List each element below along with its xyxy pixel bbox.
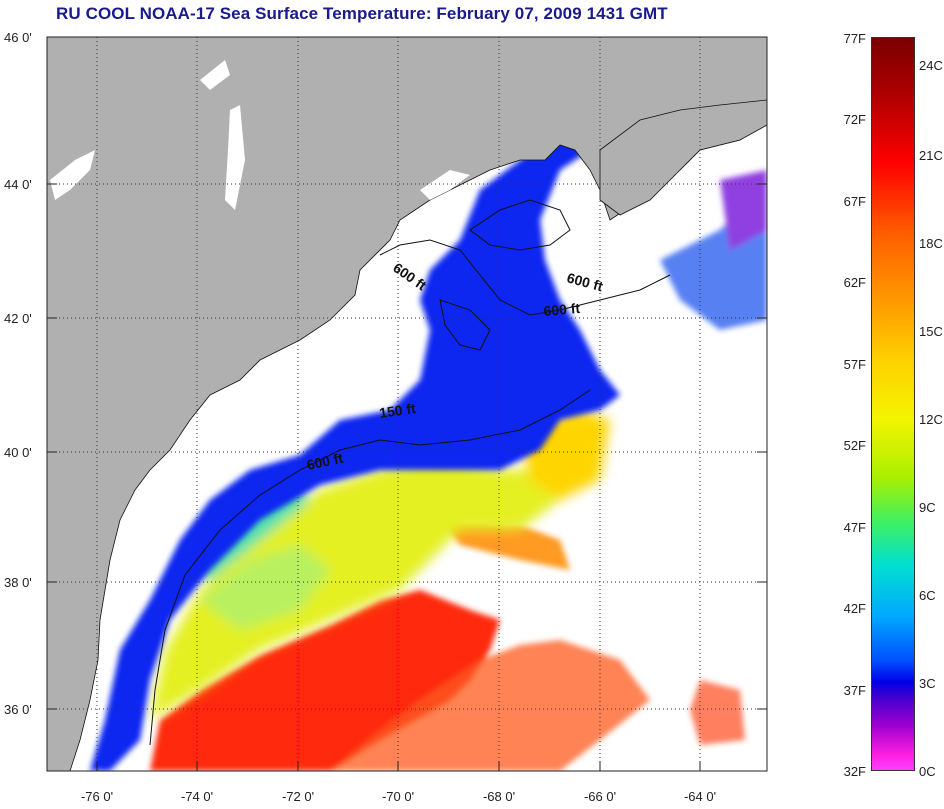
contour-label: 600 ft (305, 450, 344, 473)
colorbar-f-label: 77F (843, 31, 866, 46)
lat-label: 42 0' (4, 311, 32, 326)
lon-label: -72 0' (282, 789, 314, 804)
lat-label: 38 0' (4, 575, 32, 590)
lon-label: -74 0' (181, 789, 213, 804)
lon-label: -76 0' (81, 789, 113, 804)
colorbar-c-label: 12C (919, 412, 943, 427)
lon-label: -64 0' (684, 789, 716, 804)
colorbar-c-label: 24C (919, 58, 943, 73)
colorbar-f-label: 42F (843, 601, 866, 616)
colorbar-c-label: 15C (919, 324, 943, 339)
contour-label: 600 ft (543, 300, 581, 319)
colorbar-f-label: 37F (843, 683, 866, 698)
colorbar-f-label: 52F (843, 438, 866, 453)
lat-label: 44 0' (4, 177, 32, 192)
colorbar-f-label: 47F (843, 520, 866, 535)
colorbar-c-label: 6C (919, 588, 936, 603)
lat-label: 36 0' (4, 702, 32, 717)
lon-label: -70 0' (382, 789, 414, 804)
map-frame (46, 36, 768, 772)
depth-contours (149, 199, 671, 746)
graticule (47, 37, 767, 771)
colorbar-f-label: 62F (843, 275, 866, 290)
colorbar-c-label: 21C (919, 148, 943, 163)
map-title: RU COOL NOAA-17 Sea Surface Temperature:… (56, 4, 668, 23)
lat-label: 46 0' (4, 30, 32, 45)
colorbar-c-label: 9C (919, 500, 936, 515)
colorbar-f-label: 57F (843, 357, 866, 372)
gulf-stream-warm-water (150, 520, 745, 771)
colorbar-f-label: 72F (843, 112, 866, 127)
lon-label: -66 0' (584, 789, 616, 804)
colorbar-f-label: 32F (843, 764, 866, 779)
colorbar-c-label: 3C (919, 676, 936, 691)
lat-label: 40 0' (4, 445, 32, 460)
colorbar-f-label: 67F (843, 194, 866, 209)
land (47, 37, 767, 771)
colorbar-c-label: 0C (919, 764, 936, 779)
colorbar-c-label: 18C (919, 236, 943, 251)
tick-marks (47, 36, 767, 771)
lon-label: -68 0' (483, 789, 515, 804)
temperature-colorbar (871, 37, 915, 771)
contour-label: 150 ft (378, 400, 417, 421)
